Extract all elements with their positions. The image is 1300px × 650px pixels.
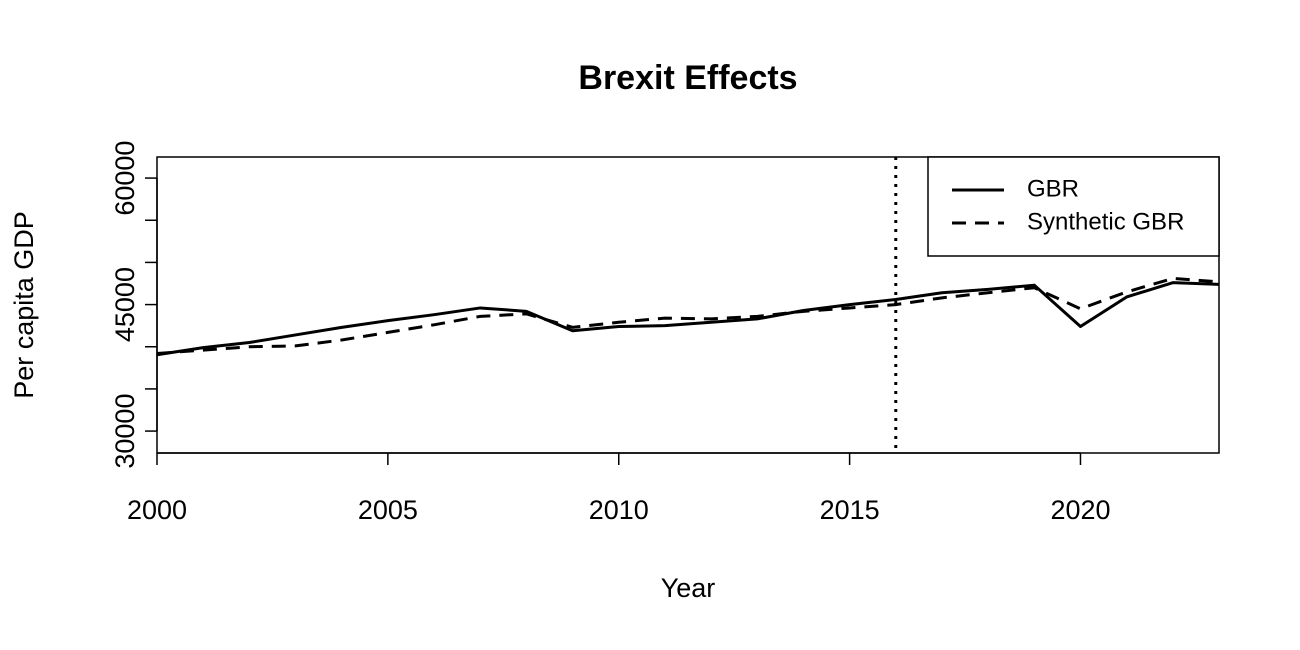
x-tick-label: 2005 — [358, 495, 418, 525]
x-tick-label: 2020 — [1050, 495, 1110, 525]
legend-box — [927, 156, 1220, 257]
series-line — [156, 281, 1220, 357]
legend-label: Synthetic GBR — [1027, 208, 1184, 235]
x-tick-label: 2015 — [820, 495, 880, 525]
y-axis-label: Per capita GDP — [9, 211, 39, 399]
legend-label: GBR — [1027, 175, 1079, 202]
y-tick-label: 30000 — [110, 394, 140, 469]
x-tick-label: 2000 — [127, 495, 187, 525]
y-tick-label: 45000 — [110, 267, 140, 342]
chart-title: Brexit Effects — [578, 59, 797, 97]
x-tick-label: 2010 — [589, 495, 649, 525]
series-line — [156, 276, 1220, 355]
x-axis-label: Year — [661, 573, 716, 603]
y-tick-label: 60000 — [110, 141, 140, 216]
